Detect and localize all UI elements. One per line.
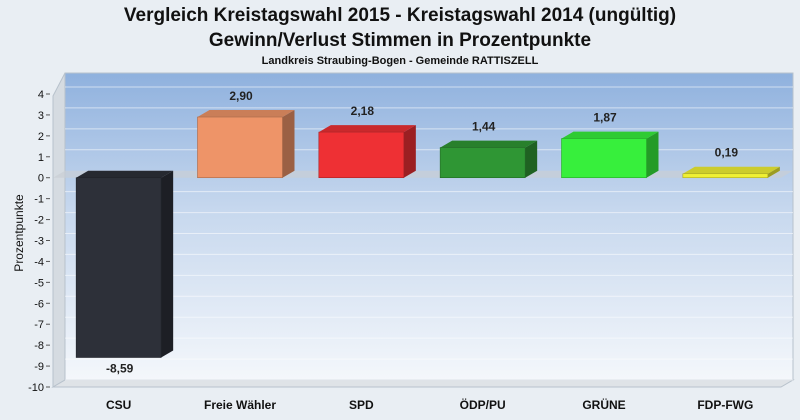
x-tick-label: ÖDP/PU <box>460 397 506 412</box>
y-tick-label: -9 <box>34 361 44 373</box>
plot-floor <box>51 379 795 388</box>
bar-top <box>318 125 416 133</box>
bar-front <box>682 173 769 179</box>
bar-side <box>403 125 416 178</box>
bar-fdp-fwg: 0,19 <box>682 146 780 179</box>
bar-front <box>318 131 405 179</box>
bar-front <box>197 116 283 179</box>
chart-title: Vergleich Kreistagswahl 2015 - Kreistags… <box>124 5 676 26</box>
bar-top <box>76 170 174 178</box>
y-tick-label: -10 <box>28 382 44 394</box>
y-tick-label: -4 <box>34 256 44 268</box>
bar-csu: -8,59 <box>75 170 174 375</box>
data-label: 0,19 <box>715 146 739 160</box>
data-label: 2,90 <box>229 89 253 103</box>
bar-top <box>440 140 538 148</box>
y-tick-label: -8 <box>34 340 44 352</box>
data-label: 1,87 <box>593 111 617 125</box>
x-tick-label: FDP-FWG <box>697 398 753 412</box>
y-tick-label: 3 <box>38 110 44 122</box>
y-tick-label: 4 <box>38 89 44 101</box>
bar-ödp-pu: 1,44 <box>439 120 538 179</box>
bar-front <box>561 138 647 179</box>
x-tick-label: SPD <box>349 398 374 412</box>
y-tick-label: -6 <box>34 298 44 310</box>
x-tick-label: GRÜNE <box>582 397 625 412</box>
bar-side <box>767 166 780 178</box>
y-tick-label: 1 <box>38 152 44 164</box>
bar-grüne: 1,87 <box>561 111 659 179</box>
data-label: 1,44 <box>472 120 496 134</box>
y-axis-ticks: 4 3 2 1 0 -1 -2 -3 -4 -5 -6 -7 -8 -9 -10 <box>28 89 50 394</box>
plot-back-wall <box>64 72 794 381</box>
bar-spd: 2,18 <box>318 104 416 179</box>
y-tick-label: -7 <box>34 319 44 331</box>
x-axis-categories: CSU Freie Wähler SPD ÖDP/PU GRÜNE FDP-FWG <box>106 397 753 412</box>
chart-subtitle: Landkreis Straubing-Bogen - Gemeinde RAT… <box>262 55 539 67</box>
y-tick-label: -1 <box>34 194 44 206</box>
y-tick-label: 2 <box>38 131 44 143</box>
data-label: 2,18 <box>351 104 375 118</box>
bar-freie-wähler: 2,90 <box>197 89 295 179</box>
bar-top <box>197 110 295 118</box>
bar-side <box>161 170 174 358</box>
chart-title-line2: Gewinn/Verlust Stimmen in Prozentpunkte <box>209 30 591 51</box>
plot-left-wall <box>52 72 66 388</box>
bar-side <box>282 110 295 178</box>
bars: -8,59 2,90 2,18 1,44 1,87 0,19 <box>75 89 780 375</box>
y-axis-label: Prozentpunkte <box>12 194 26 272</box>
y-tick-label: -3 <box>34 236 44 248</box>
bar-top <box>682 166 780 174</box>
bar-side <box>525 140 538 178</box>
bar-side <box>646 131 659 178</box>
data-label: -8,59 <box>106 361 134 375</box>
x-tick-label: CSU <box>106 398 131 412</box>
y-tick-label: 0 <box>38 173 44 185</box>
y-tick-label: -2 <box>34 215 44 227</box>
y-tick-label: -5 <box>34 277 44 289</box>
bar-front <box>75 177 162 358</box>
bar-front <box>439 147 526 179</box>
bar-top <box>561 131 659 139</box>
x-tick-label: Freie Wähler <box>204 398 276 412</box>
